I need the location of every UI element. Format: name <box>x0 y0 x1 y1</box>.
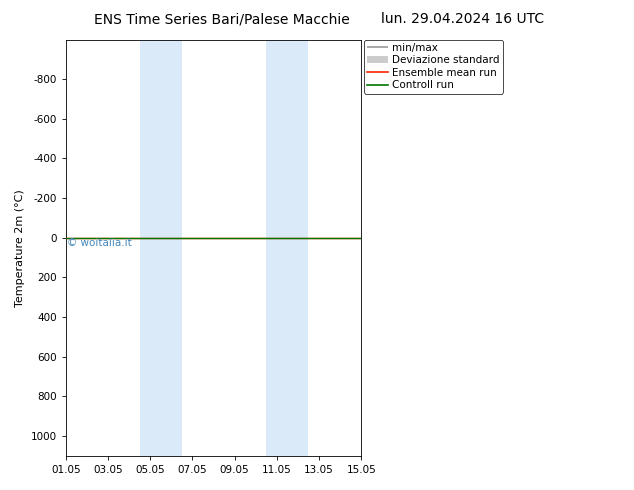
Bar <box>266 40 309 456</box>
Y-axis label: Temperature 2m (°C): Temperature 2m (°C) <box>15 189 25 307</box>
Text: lun. 29.04.2024 16 UTC: lun. 29.04.2024 16 UTC <box>381 12 545 26</box>
Bar <box>139 40 182 456</box>
Text: © woitalia.it: © woitalia.it <box>67 238 132 248</box>
Text: ENS Time Series Bari/Palese Macchie: ENS Time Series Bari/Palese Macchie <box>94 12 350 26</box>
Legend: min/max, Deviazione standard, Ensemble mean run, Controll run: min/max, Deviazione standard, Ensemble m… <box>364 40 503 94</box>
